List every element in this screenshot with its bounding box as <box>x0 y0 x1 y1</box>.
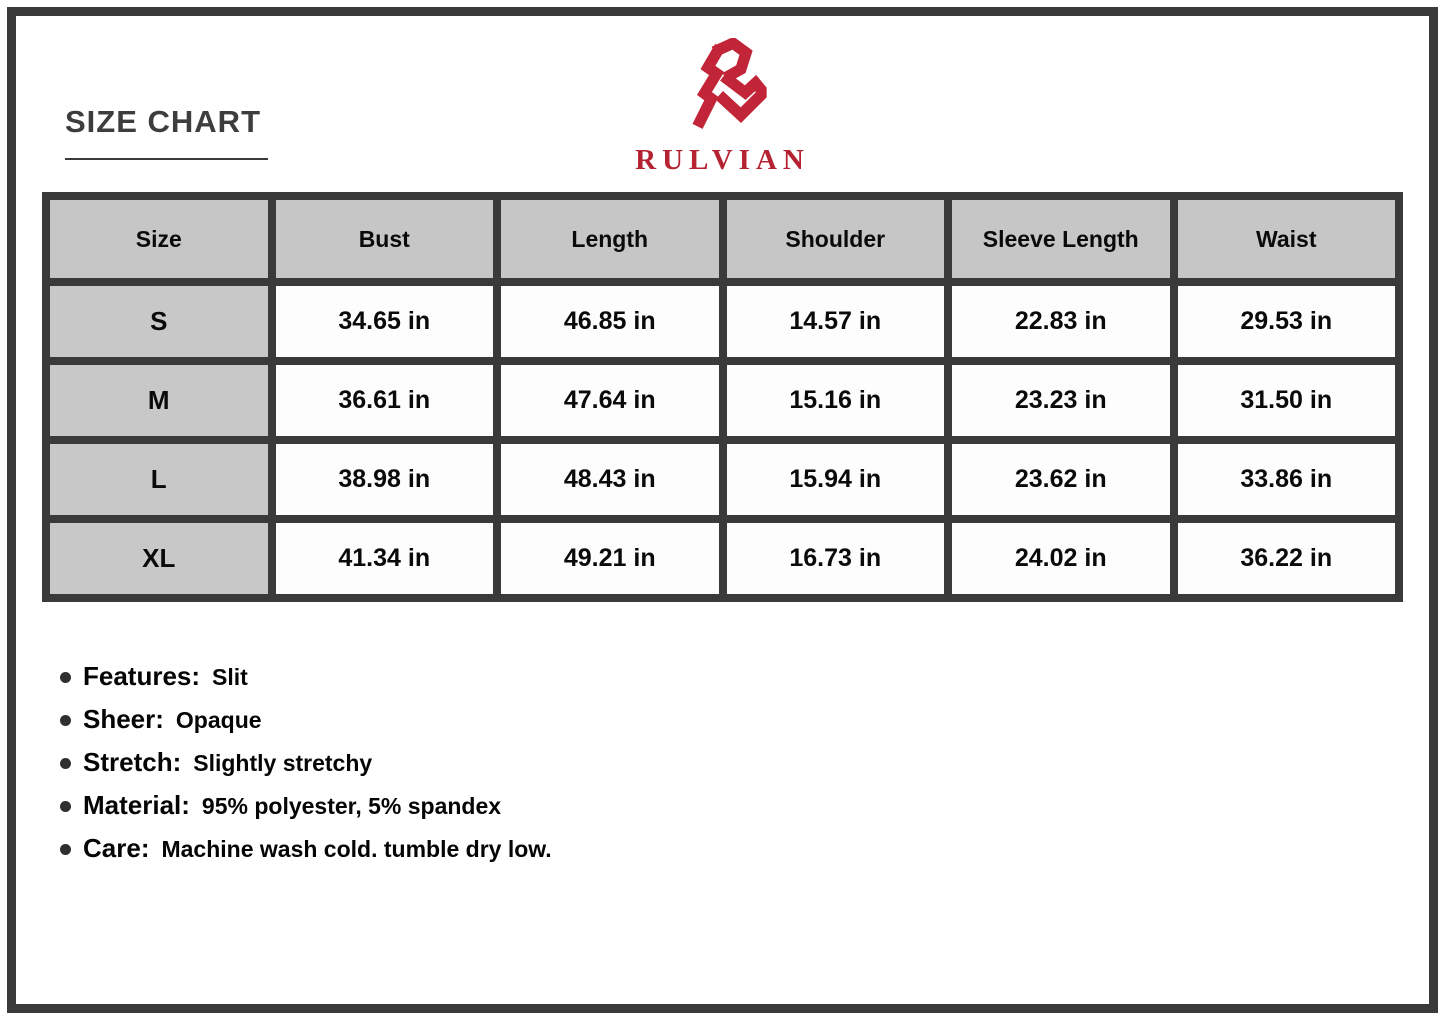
detail-value: Slit <box>212 664 248 690</box>
product-details-list: Features: Slit Sheer: Opaque Stretch: Sl… <box>60 662 552 877</box>
detail-label: Stretch: <box>83 747 182 777</box>
detail-label: Material: <box>83 790 190 820</box>
header-row: Size Bust Length Shoulder Sleeve Length … <box>42 192 1403 286</box>
measurement-cell: 29.53 in <box>1169 278 1403 365</box>
detail-label: Sheer: <box>83 704 164 734</box>
column-header-shoulder: Shoulder <box>718 192 952 286</box>
bullet-icon <box>60 757 71 769</box>
page-title: SIZE CHART <box>65 104 261 139</box>
measurement-cell: 41.34 in <box>267 515 501 602</box>
size-cell: L <box>42 436 276 523</box>
column-header-waist: Waist <box>1169 192 1403 286</box>
rulvian-logo-icon <box>692 38 767 129</box>
measurement-cell: 14.57 in <box>718 278 952 365</box>
column-header-sleeve-length: Sleeve Length <box>944 192 1178 286</box>
measurement-cell: 36.22 in <box>1169 515 1403 602</box>
measurement-cell: 47.64 in <box>493 357 727 444</box>
bullet-icon <box>60 714 71 726</box>
table-row-m: M 36.61 in 47.64 in 15.16 in 23.23 in 31… <box>42 357 1403 444</box>
detail-item-care: Care: Machine wash cold. tumble dry low. <box>60 834 552 864</box>
table-row-l: L 38.98 in 48.43 in 15.94 in 23.62 in 33… <box>42 436 1403 523</box>
measurement-cell: 16.73 in <box>718 515 952 602</box>
detail-label: Features: <box>83 661 201 691</box>
brand-logo: RULVIAN <box>635 38 810 177</box>
column-header-length: Length <box>493 192 727 286</box>
detail-value: Opaque <box>175 707 262 733</box>
detail-label: Care: <box>83 833 150 863</box>
bullet-icon <box>60 800 71 812</box>
detail-item-material: Material: 95% polyester, 5% spandex <box>60 791 552 821</box>
measurement-cell: 46.85 in <box>493 278 727 365</box>
size-cell: M <box>42 357 276 444</box>
measurement-cell: 23.23 in <box>944 357 1178 444</box>
detail-item-features: Features: Slit <box>60 662 552 692</box>
measurement-cell: 48.43 in <box>493 436 727 523</box>
measurement-cell: 24.02 in <box>944 515 1178 602</box>
brand-wordmark: RULVIAN <box>635 144 810 176</box>
measurement-cell: 49.21 in <box>493 515 727 602</box>
table-row-xl: XL 41.34 in 49.21 in 16.73 in 24.02 in 3… <box>42 515 1403 602</box>
detail-item-stretch: Stretch: Slightly stretchy <box>60 748 552 778</box>
measurement-cell: 15.16 in <box>718 357 952 444</box>
measurement-cell: 33.86 in <box>1169 436 1403 523</box>
measurement-cell: 38.98 in <box>267 436 501 523</box>
detail-value: Machine wash cold. tumble dry low. <box>161 836 552 862</box>
measurement-cell: 23.62 in <box>944 436 1178 523</box>
measurement-cell: 36.61 in <box>267 357 501 444</box>
size-cell: S <box>42 278 276 365</box>
detail-item-sheer: Sheer: Opaque <box>60 705 552 735</box>
measurement-cell: 31.50 in <box>1169 357 1403 444</box>
table-row-s: S 34.65 in 46.85 in 14.57 in 22.83 in 29… <box>42 278 1403 365</box>
size-cell: XL <box>42 515 276 602</box>
size-chart-table: Size Bust Length Shoulder Sleeve Length … <box>42 192 1403 602</box>
detail-value: Slightly stretchy <box>193 750 373 776</box>
measurement-cell: 34.65 in <box>267 278 501 365</box>
measurement-cell: 15.94 in <box>718 436 952 523</box>
bullet-icon <box>60 843 71 855</box>
title-underline <box>65 158 268 160</box>
column-header-bust: Bust <box>267 192 501 286</box>
column-header-size: Size <box>42 192 276 286</box>
detail-value: 95% polyester, 5% spandex <box>201 793 502 819</box>
bullet-icon <box>60 671 71 683</box>
measurement-cell: 22.83 in <box>944 278 1178 365</box>
